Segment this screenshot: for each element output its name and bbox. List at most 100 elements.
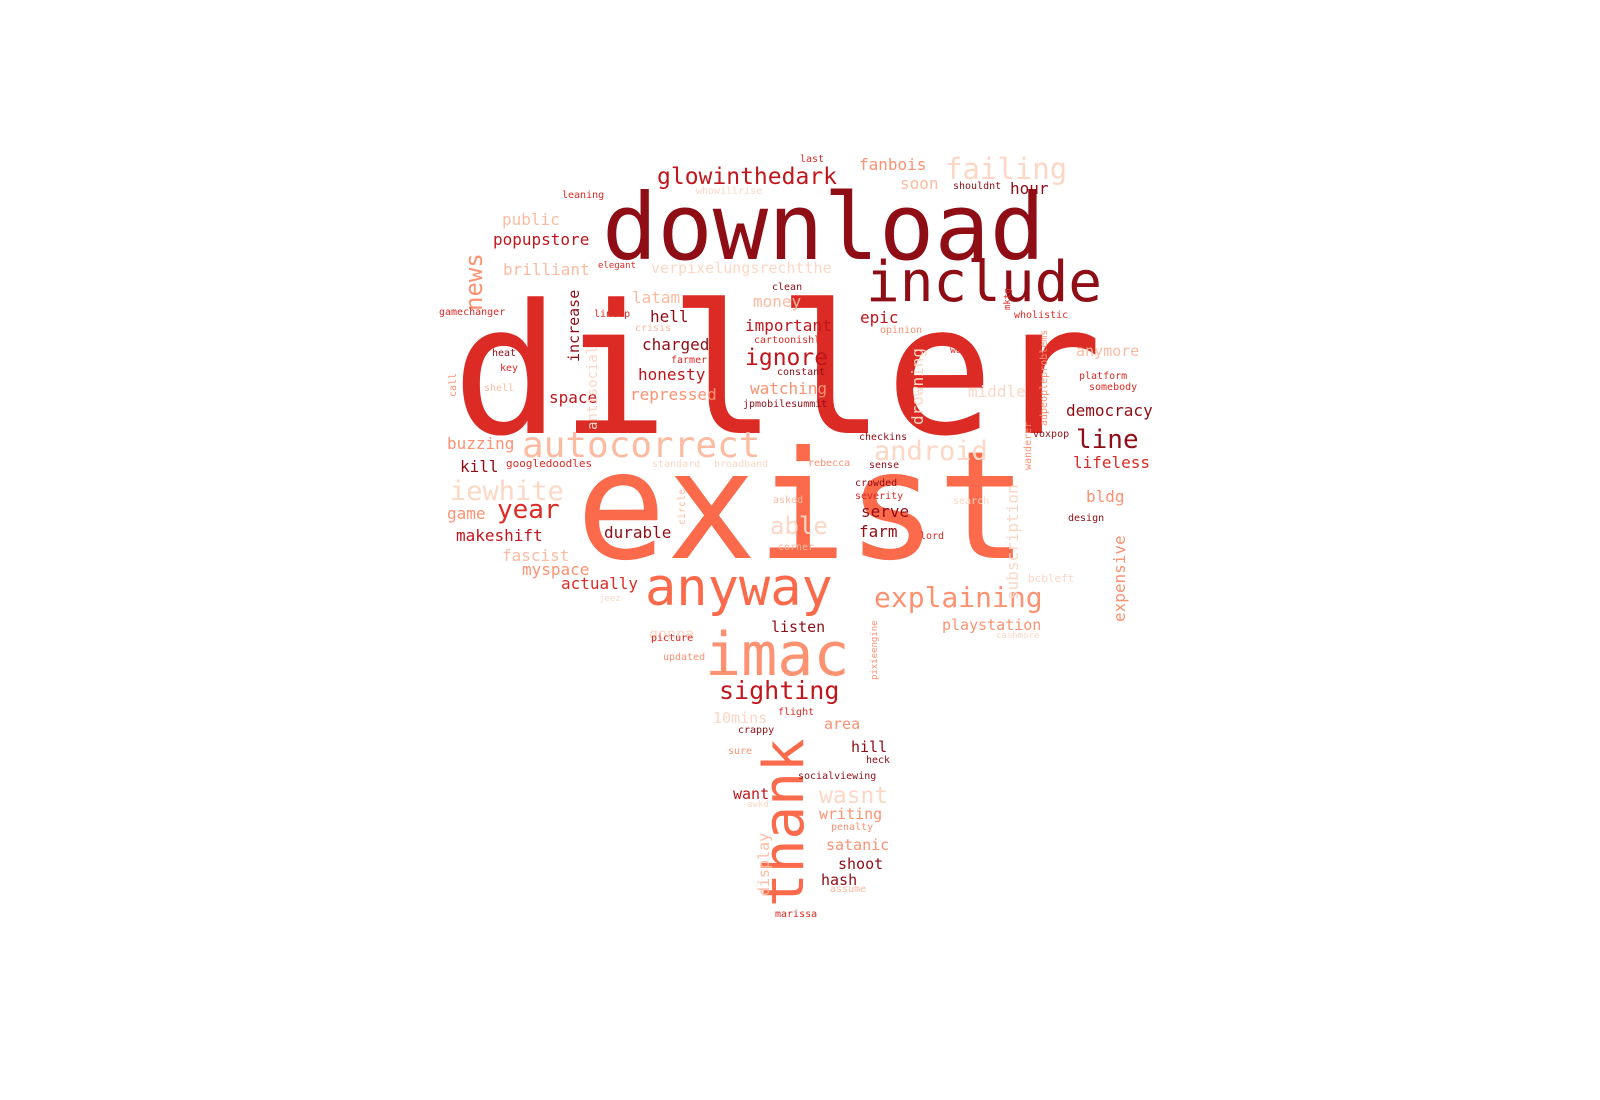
cloud-word: line <box>1076 425 1139 455</box>
cloud-word: repressed <box>630 385 717 404</box>
cloud-word: important <box>745 316 832 335</box>
cloud-word: writing <box>819 805 883 823</box>
cloud-word: download <box>602 174 1046 281</box>
cloud-word: adpeopleproblems <box>1039 329 1050 426</box>
cloud-word: cartoonishly <box>754 335 827 346</box>
cloud-word: heat <box>492 348 517 359</box>
cloud-word: buzzing <box>447 434 515 453</box>
cloud-word: severity <box>855 491 904 502</box>
cloud-word: mktg <box>1003 288 1013 310</box>
cloud-word: autocorrect <box>522 425 761 466</box>
cloud-word: awkd <box>747 800 769 810</box>
cloud-word: call <box>448 372 459 397</box>
cloud-word: myspace <box>522 560 590 579</box>
cloud-word: exist <box>576 420 1028 594</box>
cloud-word: diller <box>452 267 1103 476</box>
cloud-word: sure <box>728 746 753 757</box>
cloud-word: area <box>824 715 861 733</box>
cloud-word: democracy <box>1066 401 1153 420</box>
cloud-word: failing <box>945 152 1068 186</box>
cloud-word: wait <box>950 345 975 356</box>
cloud-word: year <box>497 495 560 525</box>
cloud-word: able <box>770 512 828 540</box>
cloud-word: crisis <box>635 323 672 334</box>
cloud-word: shouldnt <box>953 181 1002 192</box>
cloud-word: verpixelungsrechtthe <box>651 259 832 277</box>
cloud-word: updated <box>663 652 706 663</box>
cloud-word: kill <box>460 457 499 476</box>
cloud-word: money <box>753 292 802 311</box>
cloud-word: marissa <box>775 909 818 920</box>
cloud-word: crappy <box>738 725 775 736</box>
cloud-word: hour <box>1010 179 1049 198</box>
cloud-word: elegant <box>598 261 636 271</box>
cloud-word: shoot <box>838 855 884 873</box>
cloud-word: corner <box>778 542 815 553</box>
cloud-word: design <box>1068 513 1105 524</box>
cloud-word: fanbois <box>859 155 927 174</box>
cloud-word: picture <box>651 633 694 644</box>
cloud-word: space <box>549 388 598 407</box>
cloud-word: expensive <box>1110 535 1129 622</box>
cloud-word: farm <box>859 522 898 541</box>
cloud-word: sense <box>869 460 900 471</box>
cloud-word: socialviewing <box>798 771 877 782</box>
cloud-word: lifeless <box>1073 453 1151 472</box>
cloud-word: jeez <box>599 594 621 604</box>
cloud-word: subscription <box>1003 484 1022 600</box>
cloud-word: farmer <box>671 355 708 366</box>
cloud-word: checkins <box>859 432 908 443</box>
cloud-word: opinion <box>880 325 923 336</box>
cloud-word: whowillrise <box>696 186 763 197</box>
cloud-word: anymore <box>1076 342 1140 360</box>
cloud-word: penalty <box>831 822 874 833</box>
cloud-word: brilliant <box>503 260 590 279</box>
cloud-word: popupstore <box>493 230 590 249</box>
cloud-word: voxpop <box>1033 429 1070 440</box>
cloud-word: leaning <box>562 190 605 201</box>
cloud-word: bcbleft <box>1028 572 1075 585</box>
cloud-word: wholistic <box>1014 310 1069 321</box>
cloud-word: gamechanger <box>439 307 506 318</box>
cloud-word: epic <box>860 308 899 327</box>
cloud-word: jpmobilesummit <box>743 399 828 410</box>
cloud-word: anyway <box>645 558 833 618</box>
cloud-word: public <box>502 210 560 229</box>
cloud-word: flight <box>778 707 815 718</box>
cloud-word: heck <box>866 755 891 766</box>
cloud-word: game <box>447 504 486 523</box>
cloud-word: android <box>874 436 988 467</box>
cloud-word: lineup <box>594 309 631 320</box>
cloud-word: last <box>800 154 825 165</box>
cloud-word: news <box>460 253 488 311</box>
cloud-word: serve <box>861 502 910 521</box>
cloud-word: 10mins <box>713 709 768 727</box>
cloud-word: include <box>866 250 1103 315</box>
cloud-word: shell <box>484 383 515 394</box>
cloud-word: ignore <box>745 345 829 371</box>
cloud-word: drowning <box>908 347 927 425</box>
cloud-word: rebecca <box>808 458 851 469</box>
cloud-word: platform <box>1079 371 1128 382</box>
cloud-word: constant <box>777 367 826 378</box>
cloud-word: pixieengine <box>870 620 880 680</box>
cloud-word: asked <box>773 495 804 506</box>
cloud-word: sighting <box>719 676 840 705</box>
cloud-word: cashmore <box>996 631 1040 641</box>
cloud-word: hell <box>650 307 689 326</box>
cloud-word: somebody <box>1089 382 1138 393</box>
cloud-word: makeshift <box>456 526 543 545</box>
cloud-word: want <box>733 785 770 803</box>
cloud-word: honesty <box>638 365 706 384</box>
cloud-word: imac <box>705 620 850 690</box>
cloud-word: fascist <box>502 546 570 565</box>
cloud-word: iewhite <box>450 476 564 507</box>
cloud-word: explaining <box>874 581 1043 614</box>
cloud-word: satanic <box>826 836 890 854</box>
cloud-word: circle <box>677 488 688 525</box>
cloud-word: middle <box>968 382 1026 401</box>
cloud-word: search <box>953 496 990 507</box>
cloud-word: broadband <box>714 459 769 470</box>
cloud-word: soon <box>900 174 939 193</box>
